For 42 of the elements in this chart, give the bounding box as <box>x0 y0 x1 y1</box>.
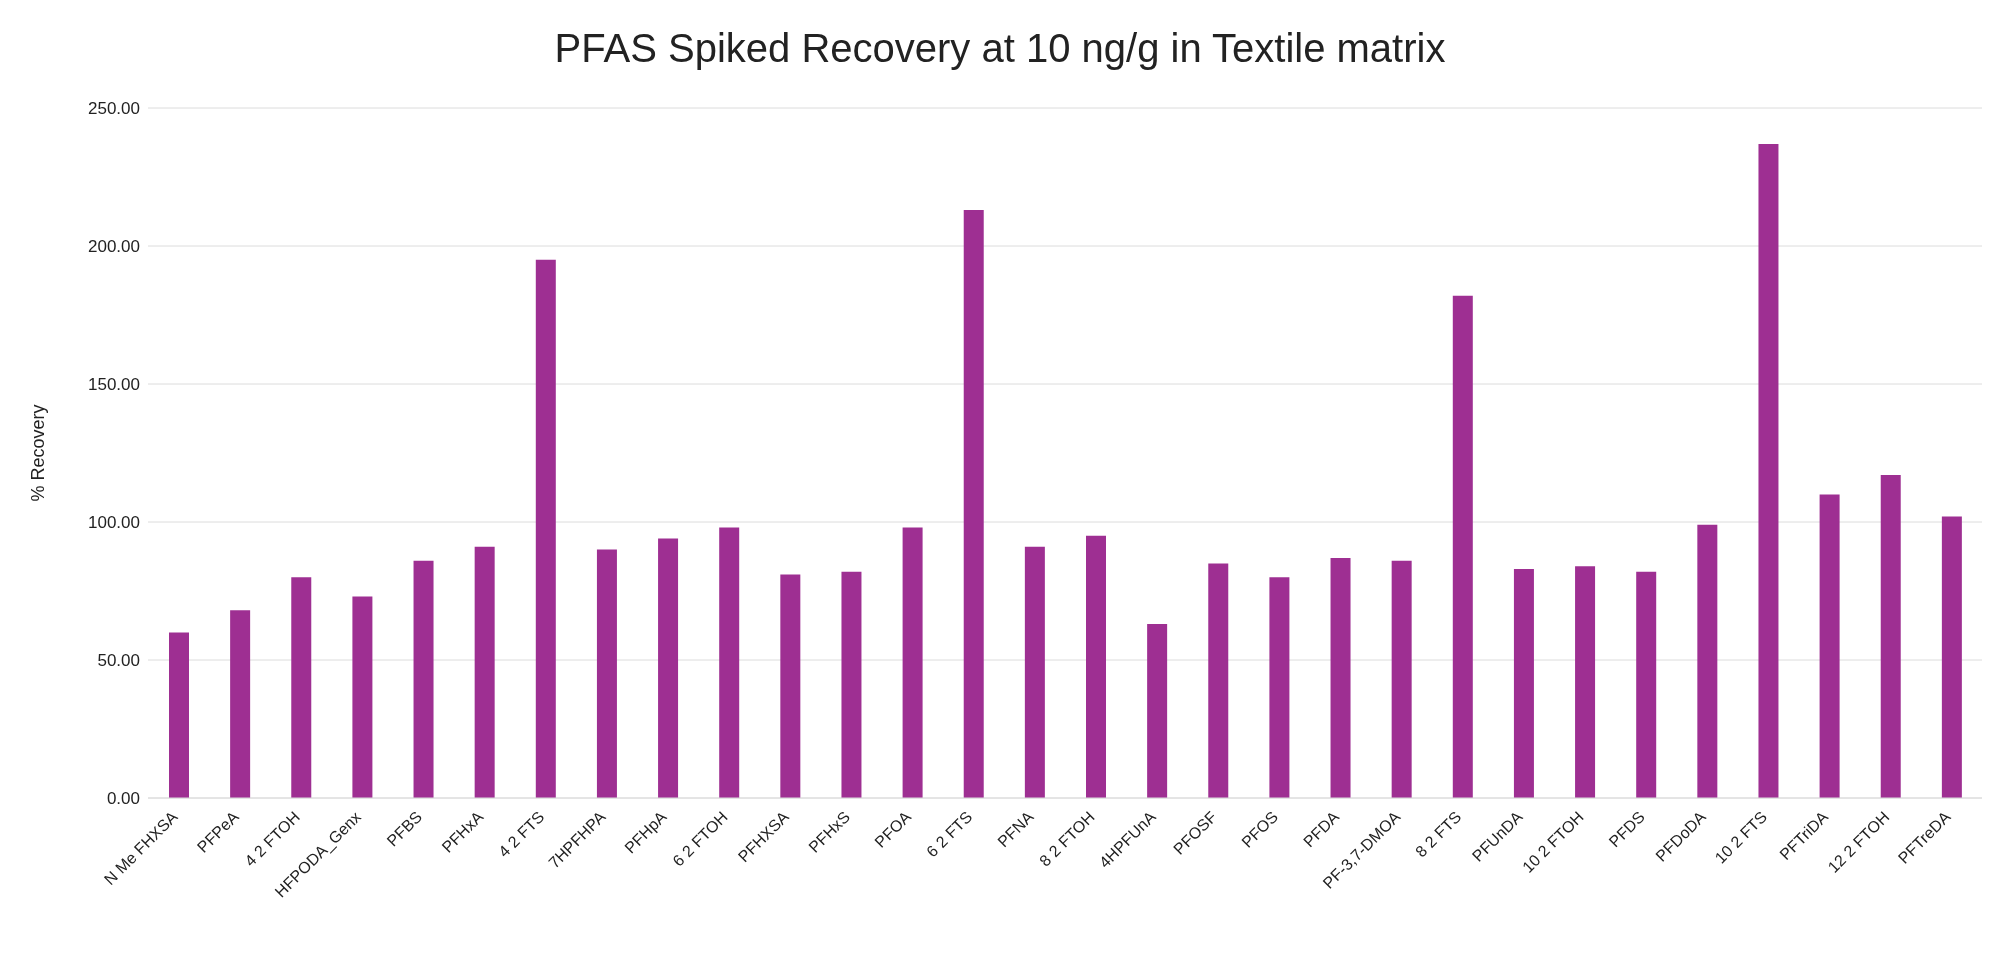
bar <box>658 538 679 798</box>
bar <box>1147 624 1168 798</box>
y-tick-label: 150.00 <box>88 375 140 395</box>
bar <box>1086 535 1106 798</box>
bar <box>352 596 373 798</box>
bar <box>169 632 189 798</box>
x-tick-label: 8 2 FTS <box>1412 808 1465 861</box>
chart-title: PFAS Spiked Recovery at 10 ng/g in Textile matrix <box>553 25 1447 72</box>
bar <box>291 577 312 798</box>
bar <box>1575 566 1596 798</box>
bar <box>1758 143 1779 798</box>
bar <box>230 610 251 798</box>
y-tick-label: 100.00 <box>88 513 140 533</box>
bar <box>963 210 984 798</box>
bar <box>1636 571 1657 798</box>
bar <box>1819 494 1840 798</box>
bar <box>1452 295 1473 798</box>
bar <box>1269 577 1290 798</box>
y-axis-title: % Recovery <box>28 404 49 502</box>
bar <box>1330 557 1351 798</box>
bar <box>535 259 556 798</box>
bar <box>1208 563 1229 798</box>
bar <box>596 549 617 798</box>
x-tick-label: 10 2 FTS <box>1711 808 1771 867</box>
bar <box>1880 475 1901 798</box>
bar <box>780 574 801 798</box>
bar <box>841 571 862 798</box>
bar <box>1941 516 1962 798</box>
bar <box>902 527 923 798</box>
bar <box>1024 546 1045 798</box>
x-tick-label: 4 2 FTS <box>495 808 548 861</box>
bar <box>1513 568 1534 798</box>
x-tick-label: 6 2 FTS <box>923 808 976 861</box>
y-tick-label: 0.00 <box>106 789 140 809</box>
y-tick-label: 250.00 <box>88 99 140 119</box>
bar <box>1697 524 1718 798</box>
bar <box>474 546 495 798</box>
y-tick-label: 200.00 <box>88 237 140 257</box>
bar <box>413 560 434 798</box>
bar <box>719 527 740 798</box>
y-tick-label: 50.00 <box>97 651 140 671</box>
bar <box>1391 560 1412 798</box>
